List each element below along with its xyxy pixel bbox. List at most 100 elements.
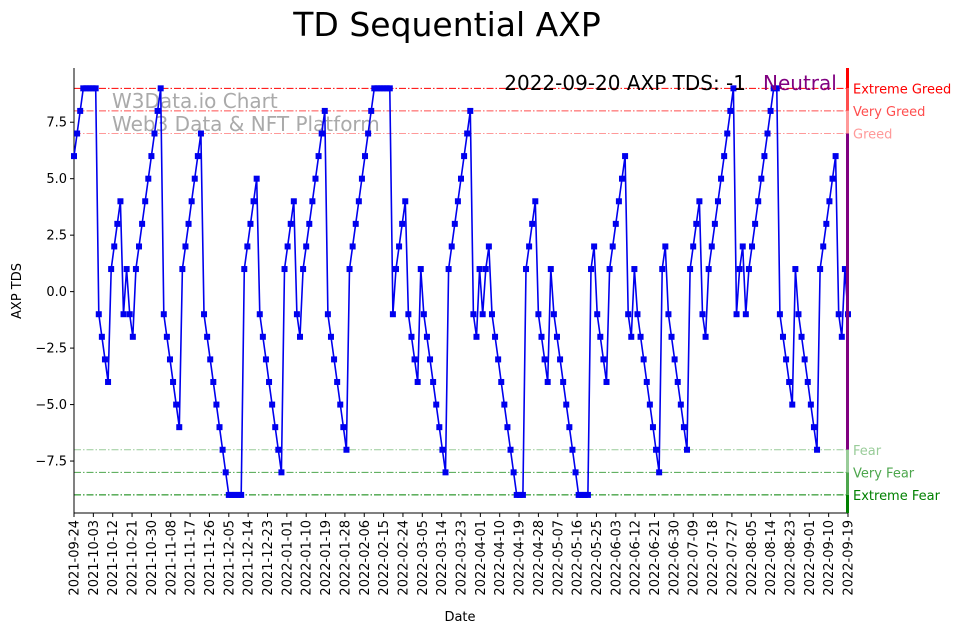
data-point — [222, 469, 229, 476]
data-point — [767, 107, 774, 114]
data-point — [736, 266, 743, 273]
x-tick-label: 2022-06-03 — [609, 520, 624, 596]
data-point — [578, 491, 585, 498]
data-point — [752, 220, 759, 227]
data-point — [139, 220, 146, 227]
data-point — [684, 446, 691, 453]
data-point — [266, 378, 273, 385]
data-point — [680, 424, 687, 431]
x-tick-label: 2022-04-10 — [493, 520, 508, 596]
data-point — [841, 266, 848, 273]
data-point — [346, 266, 353, 273]
data-point — [436, 424, 443, 431]
data-point — [321, 107, 328, 114]
data-point — [724, 130, 731, 137]
data-point — [173, 401, 180, 408]
data-point — [702, 333, 709, 340]
data-point — [213, 401, 220, 408]
data-point — [92, 85, 99, 92]
data-point — [612, 220, 619, 227]
data-point — [290, 198, 297, 205]
data-point — [594, 311, 601, 318]
data-point — [566, 424, 573, 431]
x-tick-label: 2022-09-10 — [822, 520, 837, 596]
x-tick-label: 2021-10-12 — [106, 520, 121, 596]
x-tick-label: 2022-02-24 — [396, 520, 411, 596]
data-point — [414, 378, 421, 385]
data-point — [148, 153, 155, 160]
data-point — [380, 85, 387, 92]
data-point — [123, 266, 130, 273]
data-point — [145, 175, 152, 182]
level-label-fear: Fear — [853, 444, 882, 459]
data-point — [488, 311, 495, 318]
data-point — [235, 491, 242, 498]
data-point — [628, 333, 635, 340]
data-point — [430, 378, 437, 385]
data-point — [262, 356, 269, 363]
data-point — [417, 266, 424, 273]
series-axp-tds — [71, 85, 851, 498]
data-point — [804, 378, 811, 385]
data-point — [377, 85, 384, 92]
data-point — [309, 198, 316, 205]
data-point — [108, 266, 115, 273]
x-tick-label: 2022-04-28 — [532, 520, 547, 596]
x-tick-label: 2021-11-08 — [164, 520, 179, 596]
data-point — [482, 266, 489, 273]
data-point — [383, 85, 390, 92]
data-point — [207, 356, 214, 363]
data-point — [219, 446, 226, 453]
data-point — [389, 311, 396, 318]
data-point — [80, 85, 87, 92]
data-point — [761, 153, 768, 160]
data-point — [742, 311, 749, 318]
data-point — [541, 356, 548, 363]
data-point — [473, 333, 480, 340]
status-label: Neutral — [763, 71, 837, 95]
data-point — [160, 311, 167, 318]
data-point — [95, 311, 102, 318]
data-point — [470, 311, 477, 318]
data-point — [504, 424, 511, 431]
y-tick-label: 0.0 — [46, 285, 67, 300]
data-point — [179, 266, 186, 273]
data-point — [773, 85, 780, 92]
data-point — [111, 243, 118, 250]
data-point — [721, 153, 728, 160]
data-point — [362, 153, 369, 160]
data-point — [250, 198, 257, 205]
level-label-extreme-greed: Extreme Greed — [853, 82, 951, 97]
data-point — [74, 130, 81, 137]
data-point — [405, 311, 412, 318]
x-tick-label: 2021-12-14 — [242, 520, 257, 596]
data-point — [634, 311, 641, 318]
data-point — [253, 175, 260, 182]
data-point — [210, 378, 217, 385]
data-point — [297, 333, 304, 340]
data-point — [569, 446, 576, 453]
data-point — [733, 311, 740, 318]
data-point — [315, 153, 322, 160]
data-point — [231, 491, 238, 498]
data-point — [324, 311, 331, 318]
data-point — [467, 107, 474, 114]
data-point — [671, 356, 678, 363]
x-tick-label: 2022-05-07 — [551, 520, 566, 596]
data-point — [783, 356, 790, 363]
x-tick-label: 2022-08-14 — [764, 520, 779, 596]
x-tick-label: 2022-04-01 — [474, 520, 489, 596]
x-tick-label: 2021-10-03 — [87, 520, 102, 596]
data-point — [476, 266, 483, 273]
data-point — [820, 243, 827, 250]
data-point — [696, 198, 703, 205]
data-point — [786, 378, 793, 385]
data-point — [625, 311, 632, 318]
data-point — [303, 243, 310, 250]
sentiment-level-labels: Extreme Greed Very Greed Greed Fear Very Fea… — [853, 82, 951, 504]
data-point — [479, 311, 486, 318]
x-tick-label: 2022-08-23 — [783, 520, 798, 596]
data-point — [832, 153, 839, 160]
data-point — [755, 198, 762, 205]
